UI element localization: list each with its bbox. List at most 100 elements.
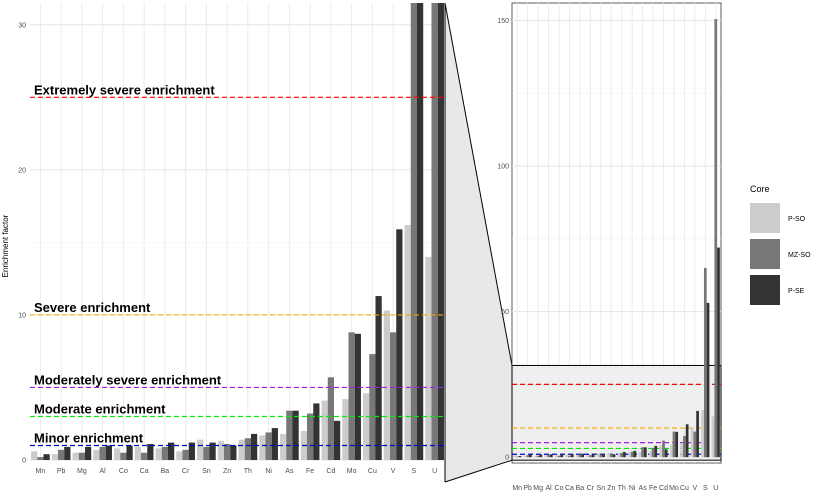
bar-p-so-mg [72,452,79,460]
bar-p-se-ba [581,453,585,458]
bar-p-so-u [425,256,432,460]
bar-mz-so-co [120,452,127,460]
bar-mz-so-fe [307,413,314,460]
bar-mz-so-ni [265,432,272,460]
bar-p-so-ca [565,454,569,458]
bar-mz-so-cr [589,455,592,458]
x-tick-label: Mg [533,485,543,492]
bar-mz-so-s [410,3,417,460]
legend-swatch-p-so [750,203,780,233]
bar-p-se-cr [188,442,195,460]
bar-mz-so-co [557,455,561,458]
y-tick-label: 0 [22,458,26,465]
x-tick-label: Mn [512,485,522,492]
x-tick-label: Fe [306,468,314,475]
bar-mz-so-zn [609,453,613,458]
y-tick-label: 20 [18,167,26,174]
bar-mz-so-ba [578,454,582,458]
x-tick-label: Pb [523,485,532,492]
bar-p-se-ni [271,428,278,460]
bar-mz-so-u [431,3,438,460]
x-tick-label: Zn [607,485,615,492]
bar-p-so-s [404,224,411,460]
x-tick-label: Cr [182,468,190,475]
bar-mz-so-mg [78,452,85,460]
x-tick-label: Ba [161,468,170,475]
bar-p-se-as [643,447,647,458]
x-tick-label: Pb [57,468,66,475]
bar-p-so-ba [155,448,162,460]
bar-p-se-sn [209,442,216,460]
bar-mz-so-th [244,438,251,460]
bar-mz-so-sn [599,454,603,458]
zoom-connector-line-top [444,2,513,366]
x-tick-label: Cd [659,485,668,492]
x-tick-label: Cd [326,468,335,475]
y-tick-label: 100 [497,164,509,171]
bar-p-so-pb [523,456,527,458]
x-tick-label: Co [555,485,564,492]
x-tick-label: S [412,468,417,475]
bar-p-se-th [250,433,258,460]
legend: Core P-SO MZ-SO P-SE [750,184,811,305]
bar-mz-so-al [547,454,550,458]
bar-p-se-cu [375,296,382,460]
bar-mz-so-ca [141,452,148,460]
bar-p-se-ba [167,442,175,460]
bar-mz-so-mg [536,455,540,458]
zoom-connector [444,2,513,483]
bar-p-so-pb [51,454,59,460]
legend-swatch-mz-so [750,239,780,269]
bar-p-so-cr [176,451,183,460]
x-tick-label: As [285,468,294,475]
bar-p-se-mo [354,333,361,460]
bar-mz-so-mo [348,332,355,460]
bar-p-se-zn [612,454,616,458]
bar-p-so-mg [534,455,537,458]
bar-p-se-mg [539,454,543,458]
bar-p-so-cr [586,455,590,458]
bar-p-se-mn [518,456,522,458]
bar-mz-so-v [390,332,397,460]
main-plot-area [30,3,445,460]
bar-mz-so-fe [651,447,655,458]
bar-p-so-zn [217,441,225,460]
bar-p-se-pb [529,454,532,458]
bar-mz-so-ni [630,451,634,458]
bar-p-so-mo [342,399,349,460]
x-tick-label: Fe [649,485,657,492]
legend-label-p-se: P-SE [788,288,805,295]
legend-label-mz-so: MZ-SO [788,252,811,259]
x-tick-label: Ca [565,485,574,492]
bar-p-so-al [93,449,100,460]
bar-p-se-mn [43,454,50,460]
bar-p-so-mo [669,444,673,458]
x-tick-label: Ba [576,485,585,492]
bar-p-se-zn [230,445,237,460]
bar-p-se-mg [84,446,92,460]
bar-p-se-al [549,454,553,458]
bar-p-so-mn [31,451,38,460]
x-tick-label: Ni [629,485,636,492]
inset-panel: 0 50 100 150 Mn Pb Mg Al Co Ca Ba Cr Sn Zn Th Ni As Fe Cd M… [497,2,722,492]
bar-mz-so-zn [224,444,231,460]
bar-mz-so-th [620,452,624,458]
bar-p-so-cu [680,443,684,458]
y-axis-title: Enrichment factor [1,214,10,277]
bar-p-so-th [617,453,621,458]
bar-mz-so-s [703,267,707,458]
bar-mz-so-mn [515,456,519,458]
bar-mz-so-as [286,410,293,460]
x-tick-label: Mo [669,485,679,492]
bar-p-se-ca [147,444,154,460]
y-tick-label: 50 [501,309,509,316]
y-tick-label: 0 [505,455,509,462]
zoom-connector-line-bottom [444,459,513,483]
threshold-label: Moderately severe enrichment [34,372,222,387]
bar-p-so-v [383,310,391,460]
bar-p-so-co [114,448,121,460]
legend-title: Core [750,184,770,194]
bar-p-so-sn [596,453,600,458]
bar-p-so-fe [648,451,652,458]
